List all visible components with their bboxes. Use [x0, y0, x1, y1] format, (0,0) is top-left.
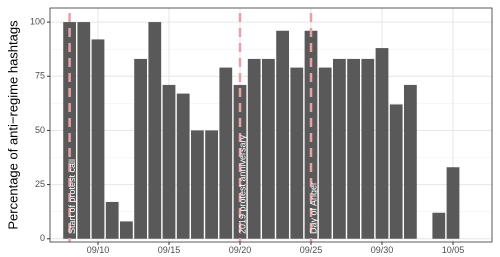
annotation-text: Day of Anger	[308, 182, 318, 234]
bar	[219, 67, 233, 239]
bar	[247, 58, 261, 239]
bar	[205, 130, 218, 239]
bar	[361, 58, 375, 239]
bar	[176, 93, 190, 239]
bar	[63, 22, 76, 239]
bar	[77, 22, 91, 239]
y-axis-label: Percentage of anti−regime hashtags	[5, 20, 20, 230]
bar	[134, 58, 147, 239]
annotation-text: Start of protest call	[67, 159, 77, 234]
bar	[446, 167, 460, 239]
bar	[262, 58, 275, 239]
bar	[432, 212, 446, 239]
bar	[389, 104, 403, 239]
y-tick-label: 25	[35, 179, 45, 189]
bar	[404, 84, 417, 239]
bar	[318, 67, 332, 239]
bar	[347, 58, 360, 239]
bar	[333, 58, 346, 239]
y-tick-label: 100	[30, 16, 45, 26]
bar	[120, 221, 133, 239]
x-tick-label: 09/20	[229, 245, 252, 255]
y-tick-label: 75	[35, 71, 45, 81]
y-tick-label: 50	[35, 125, 45, 135]
bar	[91, 39, 105, 239]
bar	[233, 84, 247, 239]
x-tick-label: 09/10	[87, 245, 110, 255]
y-tick-label: 0	[40, 233, 45, 243]
bar	[148, 22, 162, 239]
plot-border	[49, 7, 493, 243]
x-tick-label: 09/30	[371, 245, 394, 255]
bar	[290, 67, 304, 239]
bar	[191, 130, 204, 239]
x-tick-label: 10/05	[442, 245, 465, 255]
annotation-text: 2019 protest anniversary	[237, 134, 247, 234]
x-tick-label: 09/15	[158, 245, 181, 255]
x-tick-label: 09/25	[300, 245, 323, 255]
bar	[162, 84, 176, 239]
bar	[375, 48, 389, 239]
bar	[105, 201, 119, 239]
bar	[276, 30, 289, 239]
